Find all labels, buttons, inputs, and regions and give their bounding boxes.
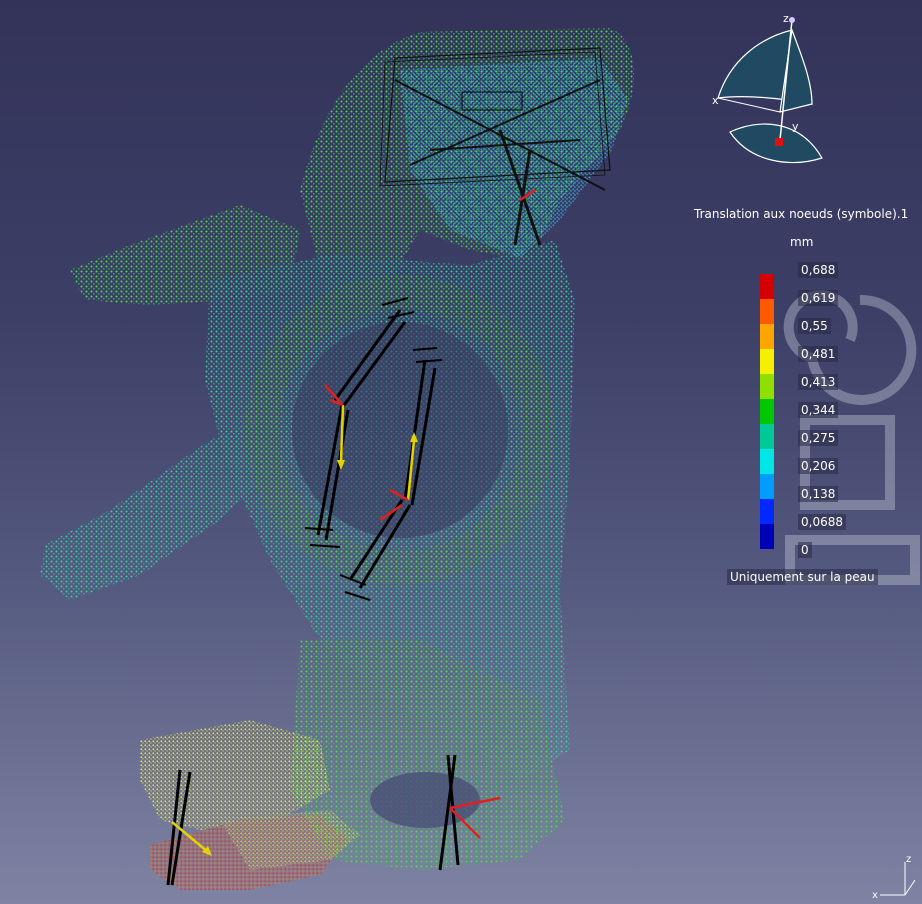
- compass-axis-x: x: [712, 94, 719, 107]
- color-scale-segment: [760, 424, 774, 449]
- orientation-compass[interactable]: z x y: [712, 12, 823, 164]
- color-scale-value: 0,138: [798, 486, 839, 502]
- color-scale-value: 0,275: [798, 430, 839, 446]
- legend-footer: Uniquement sur la peau: [727, 569, 878, 585]
- color-scale-value: 0,688: [798, 262, 839, 278]
- color-scale-segment: [760, 524, 774, 549]
- color-scale-value: 0,481: [798, 346, 839, 362]
- compass-axis-y: y: [792, 120, 799, 133]
- color-scale-value: 0,344: [798, 402, 839, 418]
- color-scale-segment: [760, 449, 774, 474]
- color-scale-segment: [760, 274, 774, 299]
- legend-unit: mm: [790, 235, 814, 249]
- compass-axis-z: z: [783, 12, 789, 25]
- color-scale-segment: [760, 299, 774, 324]
- triad-x-label: x: [872, 890, 878, 901]
- color-scale-value: 0,206: [798, 458, 839, 474]
- color-scale-segment: [760, 349, 774, 374]
- color-scale-segment: [760, 324, 774, 349]
- triad-z-label: z: [906, 854, 911, 865]
- legend-title: Translation aux noeuds (symbole).1: [694, 207, 909, 221]
- axis-triad: z x: [872, 854, 916, 901]
- color-scale-segment: [760, 374, 774, 399]
- force-arrows: [171, 188, 536, 856]
- color-scale-value: 0: [798, 542, 812, 558]
- color-scale-segment: [760, 399, 774, 424]
- color-scale-value: 0,619: [798, 290, 839, 306]
- color-scale-value: 0,413: [798, 374, 839, 390]
- color-scale-value: 0,55: [798, 318, 831, 334]
- part-mesh: [40, 28, 634, 890]
- color-scale-value: 0,0688: [798, 514, 846, 530]
- load-symbols: [166, 297, 460, 886]
- color-scale-segment: [760, 499, 774, 524]
- color-scale-segment: [760, 474, 774, 499]
- constraint-wireframe: [379, 47, 611, 246]
